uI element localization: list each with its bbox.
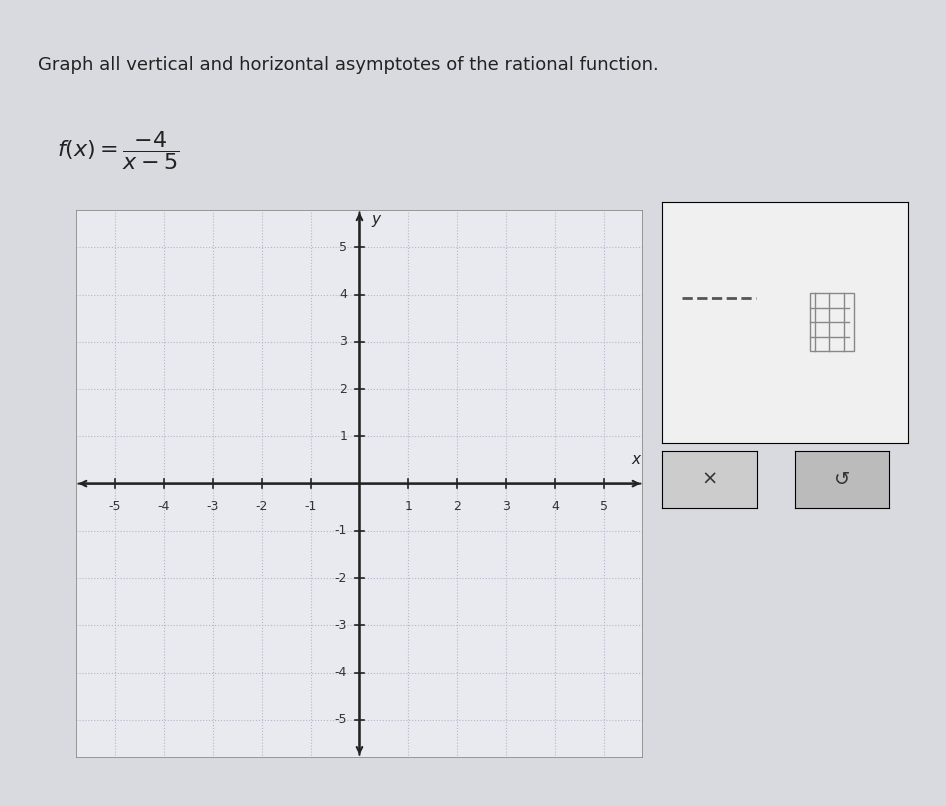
Text: 5: 5 [600, 501, 608, 513]
Text: -1: -1 [305, 501, 317, 513]
Bar [810, 293, 854, 351]
Text: -2: -2 [255, 501, 268, 513]
Text: ↺: ↺ [833, 470, 850, 489]
Text: 1: 1 [340, 430, 347, 442]
Text: -5: -5 [335, 713, 347, 726]
Text: y: y [372, 212, 380, 227]
Text: $f(x)=\dfrac{-4}{x-5}$: $f(x)=\dfrac{-4}{x-5}$ [57, 129, 179, 172]
Text: ×: × [701, 470, 718, 489]
Text: -3: -3 [206, 501, 219, 513]
Text: 4: 4 [552, 501, 559, 513]
Text: 4: 4 [340, 288, 347, 301]
Text: -3: -3 [335, 619, 347, 632]
Text: -4: -4 [158, 501, 170, 513]
Text: 2: 2 [453, 501, 462, 513]
Text: 5: 5 [340, 241, 347, 254]
Text: 2: 2 [340, 383, 347, 396]
Text: Graph all vertical and horizontal asymptotes of the rational function.: Graph all vertical and horizontal asympt… [38, 56, 658, 74]
Text: -4: -4 [335, 666, 347, 679]
Text: -5: -5 [109, 501, 121, 513]
Text: 1: 1 [405, 501, 412, 513]
Text: 3: 3 [340, 335, 347, 348]
Text: x: x [632, 452, 640, 467]
Text: -1: -1 [335, 525, 347, 538]
Text: -2: -2 [335, 571, 347, 584]
Text: 3: 3 [502, 501, 510, 513]
